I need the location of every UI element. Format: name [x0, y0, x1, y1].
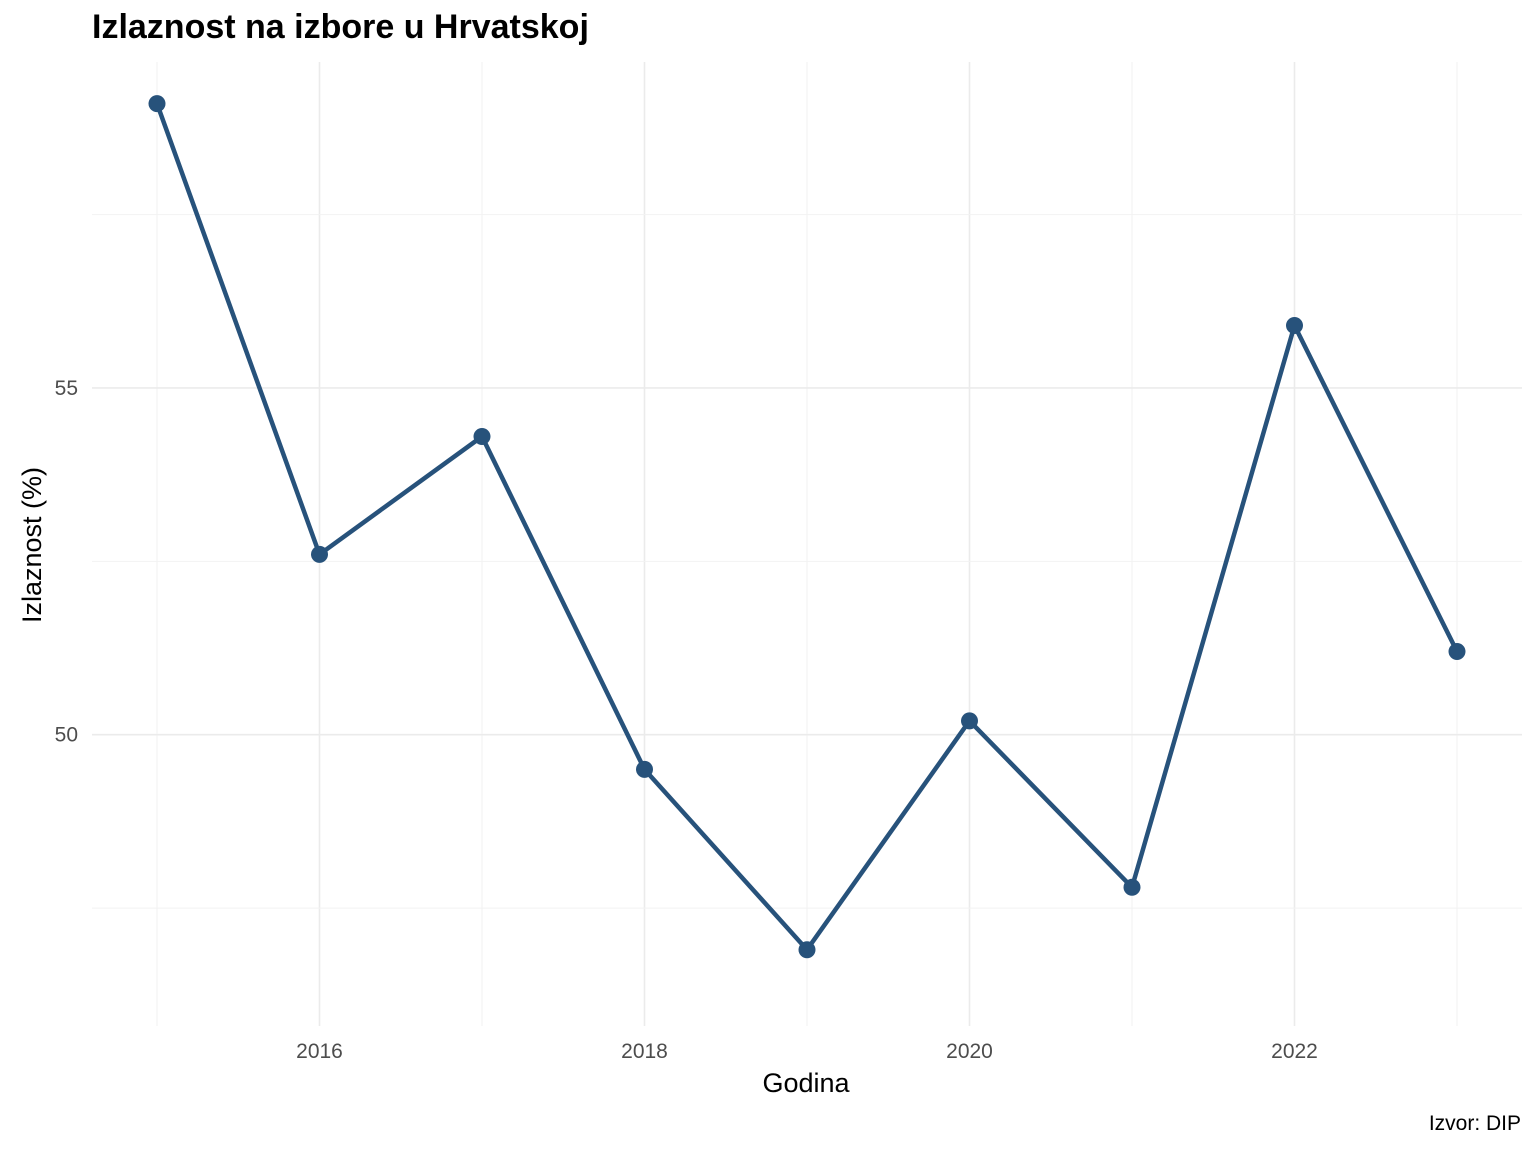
x-tick-label: 2018	[621, 1040, 668, 1063]
series-points	[148, 95, 1466, 959]
tick-labels: 2016 2018 2020 2022 50 55	[55, 377, 1318, 1063]
chart-title: Izlaznost na izbore u Hrvatskoj	[92, 8, 589, 46]
x-tick-label: 2020	[946, 1040, 993, 1063]
y-tick-label: 50	[55, 724, 78, 747]
data-point	[798, 941, 816, 959]
data-point	[961, 712, 978, 730]
data-point	[311, 545, 328, 563]
y-axis-title: Izlaznost (%)	[17, 467, 47, 623]
x-tick-label: 2016	[296, 1040, 343, 1063]
data-point	[148, 95, 166, 113]
data-point	[636, 760, 653, 778]
data-point	[1286, 317, 1303, 335]
data-point	[473, 428, 491, 446]
data-point	[1448, 642, 1466, 660]
data-point	[1123, 878, 1141, 896]
chart-caption: Izvor: DIP	[1428, 1112, 1521, 1135]
x-axis-title: Godina	[762, 1068, 850, 1098]
grid-lines	[92, 62, 1522, 1026]
y-tick-label: 55	[55, 377, 78, 400]
x-tick-label: 2022	[1271, 1040, 1318, 1063]
